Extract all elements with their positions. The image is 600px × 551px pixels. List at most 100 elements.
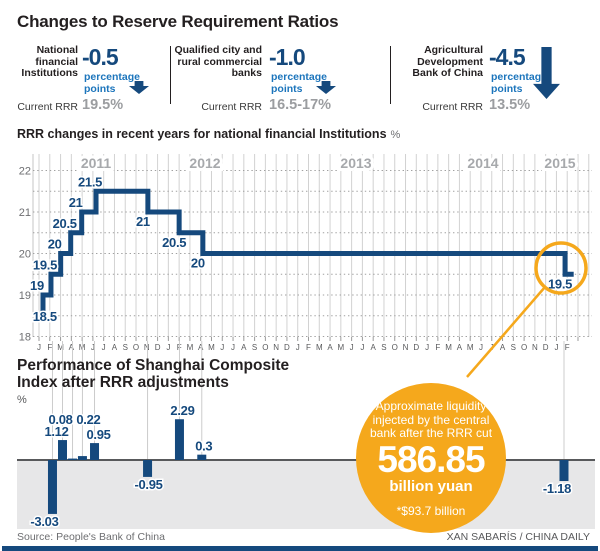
svg-text:-1.18: -1.18 [543, 481, 571, 496]
svg-text:N: N [144, 343, 150, 352]
svg-text:D: D [543, 343, 549, 352]
change-value: -1.0 [269, 44, 306, 70]
step-chart-title: RRR changes in recent years for national… [17, 127, 401, 141]
svg-text:A: A [112, 343, 118, 352]
credit-text: XAN SABARÍS / CHINA DAILY [446, 531, 590, 543]
callout-unit: billion yuan [389, 477, 473, 495]
svg-text:A: A [371, 343, 377, 352]
svg-text:F: F [565, 343, 570, 352]
svg-text:J: J [220, 343, 224, 352]
svg-text:18.5: 18.5 [33, 309, 57, 324]
callout-value: 586.85 [377, 438, 485, 480]
svg-text:O: O [262, 343, 268, 352]
svg-text:J: J [425, 343, 429, 352]
svg-text:J: J [296, 343, 300, 352]
bar [77, 456, 87, 460]
svg-text:2013: 2013 [340, 155, 371, 171]
month-gridlines [32, 154, 590, 341]
bottom-bar [2, 546, 598, 551]
svg-text:D: D [413, 343, 419, 352]
svg-text:M: M [467, 343, 474, 352]
svg-text:19.5: 19.5 [33, 257, 57, 272]
y-axis-labels: 22 21 20 19 18 [19, 166, 31, 344]
current-rrr-value: 19.5% [82, 97, 124, 113]
divider [170, 46, 171, 104]
rrr-step-line [35, 188, 574, 319]
svg-text:20.5: 20.5 [53, 216, 77, 231]
bar [47, 460, 57, 514]
bar [559, 460, 569, 482]
svg-text:1.12: 1.12 [44, 424, 68, 439]
svg-text:J: J [102, 343, 106, 352]
event-connector-lines [51, 341, 565, 459]
liquidity-callout: Approximate liquidity injected by the ce… [356, 383, 506, 533]
change-value: -4.5 [489, 44, 526, 70]
svg-text:21: 21 [136, 214, 150, 229]
current-rrr-label: Current RRR [422, 101, 483, 113]
current-rrr-label: Current RRR [17, 101, 78, 113]
callout-desc: Approximate liquidity injected by the ce… [369, 399, 493, 440]
bar [143, 460, 153, 477]
svg-text:0.08: 0.08 [48, 412, 72, 427]
institution-name: National financial Institutions [21, 44, 78, 79]
svg-text:N: N [273, 343, 279, 352]
svg-text:S: S [123, 343, 128, 352]
change-unit: percentage points [271, 71, 328, 95]
svg-text:A: A [241, 343, 247, 352]
svg-text:O: O [133, 343, 139, 352]
callout-note: *$93.7 billion [396, 503, 466, 518]
current-rrr-value: 16.5-17% [269, 97, 332, 113]
svg-text:22: 22 [19, 166, 31, 178]
current-rrr-value: 13.5% [489, 97, 531, 113]
svg-text:21.5: 21.5 [78, 174, 102, 189]
change-value: -0.5 [82, 44, 119, 70]
svg-text:D: D [284, 343, 290, 352]
svg-text:J: J [37, 343, 41, 352]
svg-text:M: M [316, 343, 323, 352]
svg-text:S: S [252, 343, 257, 352]
bar [58, 440, 68, 460]
svg-text:19: 19 [19, 290, 31, 302]
svg-text:J: J [350, 343, 354, 352]
svg-text:A: A [457, 343, 463, 352]
change-unit: percentage points [491, 71, 548, 95]
bar [197, 454, 207, 460]
svg-text:A: A [69, 343, 75, 352]
svg-text:20: 20 [191, 256, 205, 271]
svg-text:D: D [155, 343, 161, 352]
svg-text:M: M [57, 343, 64, 352]
bar [90, 443, 100, 460]
svg-text:M: M [338, 343, 345, 352]
svg-text:M: M [445, 343, 452, 352]
institution-name: Qualified city and rural commercial bank… [174, 44, 262, 79]
svg-text:F: F [47, 343, 52, 352]
svg-text:18: 18 [19, 332, 31, 344]
svg-text:19.5: 19.5 [548, 276, 572, 291]
svg-text:2014: 2014 [467, 155, 498, 171]
step-value-labels: 18.5 19 19.5 20 20.5 21 21.5 21 20.5 20 19.5 [29, 173, 574, 326]
svg-text:-3.03: -3.03 [30, 514, 58, 529]
svg-text:-0.95: -0.95 [134, 477, 162, 492]
svg-text:2011: 2011 [81, 155, 112, 171]
bar-value-labels: -3.03 1.120.08 0.220.95 -0.95 2.29 0.3 -1.18 [29, 402, 573, 531]
svg-text:A: A [198, 343, 204, 352]
bar [174, 419, 184, 460]
svg-text:19: 19 [30, 278, 44, 293]
svg-text:20.5: 20.5 [162, 235, 186, 250]
current-rrr-label: Current RRR [201, 101, 262, 113]
header-box-national: National financial Institutions -0.5 per… [17, 44, 167, 116]
svg-text:S: S [511, 343, 516, 352]
svg-text:M: M [187, 343, 194, 352]
header-box-city-rural: Qualified city and rural commercial bank… [172, 44, 387, 116]
svg-text:2015: 2015 [544, 155, 575, 171]
svg-text:J: J [231, 343, 235, 352]
svg-text:O: O [521, 343, 527, 352]
svg-text:J: J [554, 343, 558, 352]
performance-bars [47, 419, 569, 514]
bar [68, 458, 78, 460]
negative-band [17, 461, 595, 529]
svg-text:J: J [360, 343, 364, 352]
svg-text:S: S [381, 343, 386, 352]
svg-text:F: F [306, 343, 311, 352]
